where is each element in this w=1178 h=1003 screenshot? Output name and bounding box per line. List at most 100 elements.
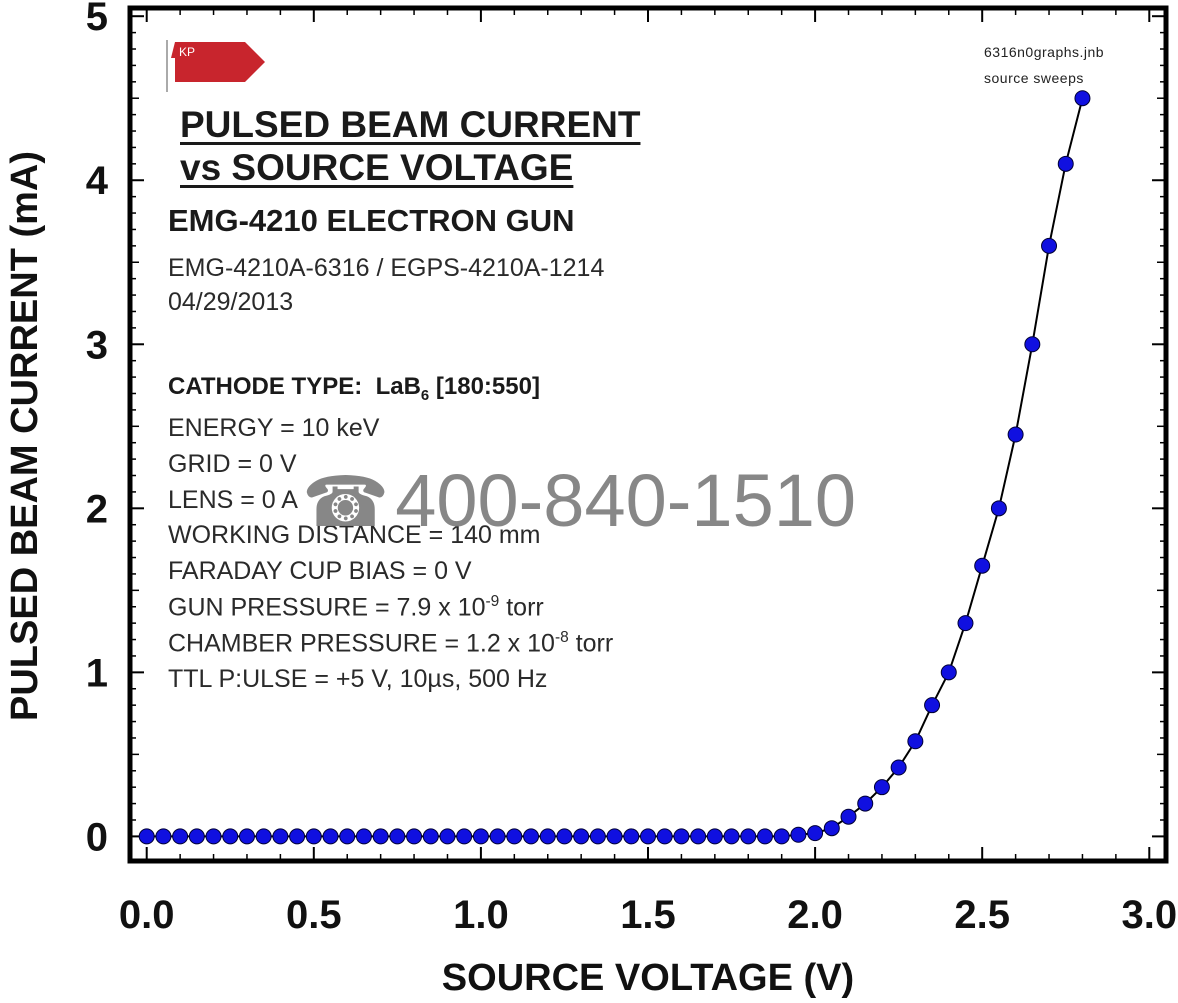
lens-line: LENS = 0 A: [168, 486, 298, 514]
data-point: [205, 828, 222, 845]
date-line: 04/29/2013: [168, 288, 294, 316]
data-point: [807, 825, 824, 842]
x-tick-label: 1.5: [620, 893, 676, 937]
data-point: [924, 697, 941, 714]
data-point: [723, 828, 740, 845]
chart-title-line2: vs SOURCE VOLTAGE: [180, 147, 574, 188]
cathode-value-sub: 6: [420, 387, 430, 404]
data-point: [138, 828, 155, 845]
data-point: [840, 808, 857, 825]
logo-text: KP: [179, 45, 195, 59]
y-tick-label: 0: [86, 815, 108, 859]
y-tick-labels: 0 1 2 3 4 5: [86, 0, 109, 859]
data-point: [272, 828, 289, 845]
data-point: [1057, 155, 1074, 172]
data-point: [355, 828, 372, 845]
data-point: [974, 557, 991, 574]
data-point: [940, 664, 957, 681]
file-note: source sweeps: [984, 70, 1084, 86]
y-axis-label: PULSED BEAM CURRENT (mA): [4, 151, 46, 721]
telephone-icon: ☎: [302, 463, 390, 541]
gun-pressure-line: GUN PRESSURE = 7.9 x 10-9 torr: [168, 593, 544, 622]
series-points: [138, 90, 1091, 845]
data-point: [573, 828, 590, 845]
working-distance-line: WORKING DISTANCE = 140 mm: [168, 521, 541, 549]
x-tick-label: 0.0: [119, 893, 175, 937]
data-point: [1041, 237, 1058, 254]
data-point: [706, 828, 723, 845]
x-tick-label: 2.0: [787, 893, 843, 937]
data-point: [606, 828, 623, 845]
data-point: [456, 828, 473, 845]
data-point: [740, 828, 757, 845]
y-tick-label: 1: [86, 651, 108, 695]
data-point: [506, 828, 523, 845]
data-point: [439, 828, 456, 845]
tick-marks: [130, 8, 1166, 861]
data-point: [1024, 336, 1041, 353]
energy-line: ENERGY = 10 keV: [168, 414, 380, 442]
data-point: [857, 795, 874, 812]
data-point: [372, 828, 389, 845]
data-point: [155, 828, 172, 845]
data-point: [339, 828, 356, 845]
model-line: EMG-4210A-6316 / EGPS-4210A-1214: [168, 254, 605, 282]
data-point: [673, 828, 690, 845]
data-point: [322, 828, 339, 845]
data-point: [640, 828, 656, 845]
data-point: [523, 828, 540, 845]
x-tick-label: 2.5: [954, 893, 1010, 937]
data-point: [305, 828, 322, 845]
y-tick-label: 4: [86, 159, 109, 203]
data-point: [957, 615, 974, 632]
faraday-line: FARADAY CUP BIAS = 0 V: [168, 557, 472, 585]
x-tick-label: 0.5: [286, 893, 342, 937]
data-point: [472, 828, 489, 845]
data-point: [756, 828, 773, 845]
data-point: [623, 828, 640, 845]
data-point: [255, 828, 272, 845]
data-point: [990, 500, 1007, 517]
y-tick-label: 5: [86, 0, 108, 39]
data-point: [873, 779, 890, 796]
data-point: [1074, 90, 1091, 107]
chamber-pressure-unit: torr: [568, 629, 614, 658]
data-point: [690, 828, 707, 845]
cathode-label: CATHODE TYPE:: [168, 373, 363, 400]
data-point: [539, 828, 556, 845]
data-point: [172, 828, 189, 845]
data-point: [238, 828, 255, 845]
chamber-pressure-prefix: CHAMBER PRESSURE = 1.2 x 10: [168, 629, 555, 658]
cathode-line: CATHODE TYPE: LaB6 [180:550]: [168, 373, 540, 404]
data-point: [773, 828, 790, 845]
data-point: [389, 828, 406, 845]
chamber-pressure-line: CHAMBER PRESSURE = 1.2 x 10-8 torr: [168, 629, 613, 658]
x-tick-label: 1.0: [453, 893, 509, 937]
phone-watermark: ☎400-840-1510: [302, 458, 856, 543]
chart-title-line1: PULSED BEAM CURRENT: [180, 104, 641, 145]
gun-pressure-unit: torr: [499, 593, 544, 622]
data-point: [188, 828, 205, 845]
data-point: [890, 759, 907, 776]
phone-number: 400-840-1510: [395, 459, 857, 542]
gun-pressure-prefix: GUN PRESSURE = 7.9 x 10: [168, 593, 486, 622]
data-point: [406, 828, 423, 845]
data-point: [422, 828, 439, 845]
data-point: [907, 733, 924, 750]
data-point: [790, 826, 807, 843]
kp-logo: KP: [166, 40, 265, 92]
chart-subtitle: EMG-4210 ELECTRON GUN: [168, 203, 575, 238]
data-point: [1007, 426, 1024, 443]
ttl-pulse-line: TTL P:ULSE = +5 V, 10µs, 500 Hz: [168, 665, 548, 693]
x-tick-label: 3.0: [1121, 893, 1177, 937]
chamber-pressure-exp: -8: [554, 629, 569, 646]
y-tick-label: 3: [86, 323, 108, 367]
x-tick-labels: 0.0 0.5 1.0 1.5 2.0 2.5 3.0: [119, 893, 1177, 937]
data-point: [489, 828, 506, 845]
data-point: [656, 828, 673, 845]
gun-pressure-exp: -9: [485, 593, 500, 610]
x-axis-label: SOURCE VOLTAGE (V): [442, 957, 854, 999]
data-point: [222, 828, 239, 845]
cathode-value-prefix: LaB: [375, 373, 421, 400]
